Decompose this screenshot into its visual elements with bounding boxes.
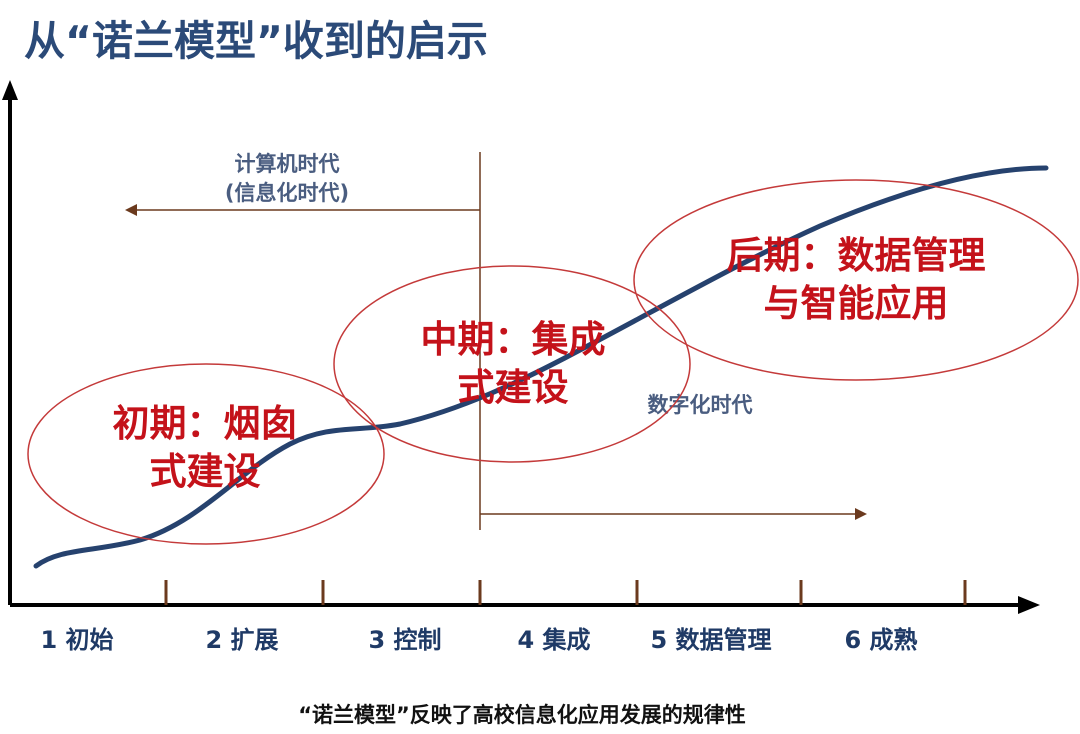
- computer-era-label-line1: 计算机时代: [235, 152, 340, 176]
- stage-label-2: 2 扩展: [205, 626, 278, 654]
- stage-labels: 1 初始 2 扩展 3 控制 4 集成 5 数据管理 6 成熟: [40, 626, 917, 654]
- x-axis-ticks: [164, 580, 967, 605]
- stage-label-5: 5 数据管理: [650, 626, 771, 654]
- x-axis-arrowhead: [1018, 596, 1040, 614]
- middle-phase-ellipse: [333, 265, 691, 463]
- early-phase-label-line2: 式建设: [150, 450, 261, 493]
- early-phase-ellipse: [27, 363, 385, 545]
- stage-label-1: 1 初始: [40, 626, 113, 654]
- late-phase-label-line1: 后期：数据管理: [727, 234, 986, 277]
- early-phase-label-line1: 初期：烟囱: [113, 402, 298, 445]
- stage-label-6: 6 成熟: [844, 626, 917, 654]
- middle-phase-label-line1: 中期：集成: [421, 318, 606, 361]
- digital-era-label: 数字化时代: [648, 393, 753, 417]
- stage-label-3: 3 控制: [368, 626, 441, 654]
- stage-label-4: 4 集成: [517, 626, 590, 654]
- diagram-caption: “诺兰模型”反映了高校信息化应用发展的规律性: [298, 703, 746, 727]
- nolan-curve: [33, 165, 1049, 569]
- late-phase-label-line2: 与智能应用: [764, 282, 949, 325]
- middle-phase-label-line2: 式建设: [458, 366, 569, 409]
- late-phase-ellipse: [633, 179, 1079, 381]
- computer-era-label-line2: (信息化时代): [225, 181, 349, 205]
- y-axis-arrowhead: [2, 80, 18, 100]
- page-title: 从“诺兰模型”收到的启示: [24, 17, 488, 65]
